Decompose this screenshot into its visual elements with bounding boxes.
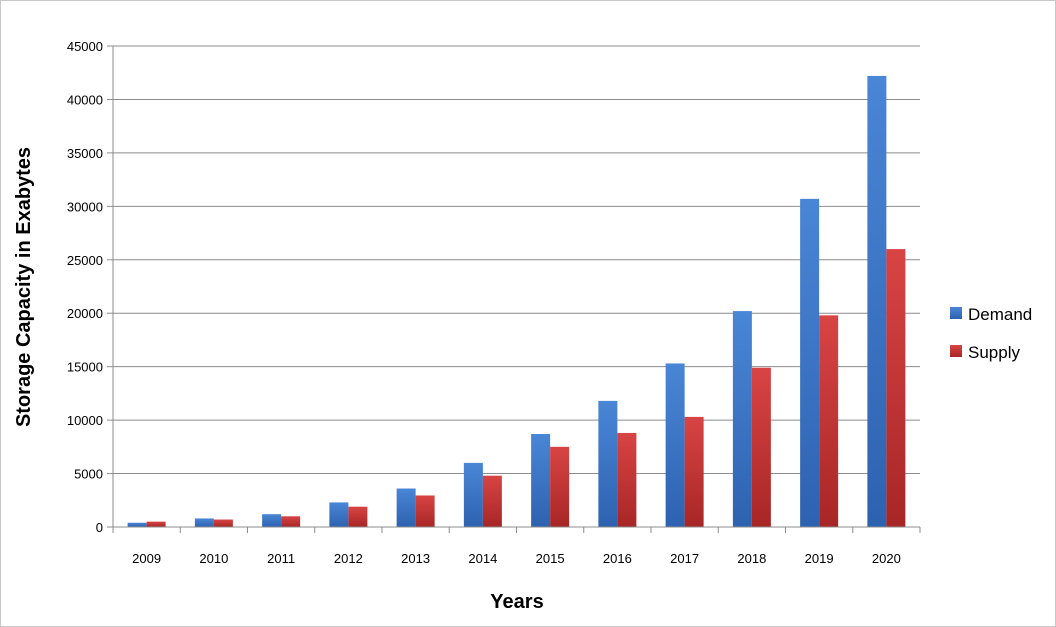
bar-supply-2020 [886,249,906,528]
x-tick-label: 2018 [737,551,766,566]
x-tick-label: 2014 [468,551,497,566]
legend-swatch-supply [950,345,962,357]
y-tick-label: 15000 [67,360,103,375]
legend-label-supply: Supply [968,343,1020,362]
bar-supply-2014 [482,475,502,527]
x-tick-label: 2019 [805,551,834,566]
legend-swatch-demand [950,307,962,319]
y-tick-label: 0 [96,520,103,535]
x-tick-label: 2011 [267,551,295,566]
tick-labels: 0 5000 10000 15000 20000 25000 30000 35000 40000… [67,39,901,566]
bar-supply-2011 [281,516,301,527]
bar-supply-2013 [415,495,435,527]
bar-demand-2013 [396,488,416,527]
y-tick-label: 5000 [74,467,103,482]
bar-supply-2009 [146,521,166,527]
x-tick-label: 2020 [872,551,901,566]
bar-supply-2017 [684,416,704,527]
bar-supply-2016 [617,432,637,527]
legend: Demand Supply [950,305,1032,362]
x-axis-title: Years [490,591,543,613]
axes [107,45,921,533]
bar-demand-2017 [665,363,685,527]
bar-demand-2009 [127,522,147,527]
x-tick-label: 2009 [132,551,161,566]
bar-demand-2014 [463,462,483,527]
bar-demand-2012 [329,502,349,527]
y-tick-label: 30000 [67,199,103,214]
bar-demand-2011 [262,514,282,527]
y-tick-label: 20000 [67,306,103,321]
gridlines [113,45,920,475]
bar-demand-2019 [800,198,820,527]
bar-supply-2010 [213,519,233,527]
y-tick-label: 45000 [67,39,103,54]
x-tick-label: 2015 [536,551,565,566]
y-axis-title: Storage Capacity in Exabytes [13,147,35,427]
x-tick-label: 2017 [670,551,699,566]
legend-label-demand: Demand [968,305,1032,324]
x-tick-label: 2010 [199,551,228,566]
bar-demand-2018 [732,311,752,527]
x-tick-label: 2013 [401,551,430,566]
bars [127,75,906,528]
bar-supply-2015 [550,446,570,527]
bar-supply-2012 [348,506,368,527]
y-tick-label: 35000 [67,146,103,161]
bar-demand-2020 [867,75,887,527]
y-tick-label: 40000 [67,92,103,107]
x-tick-label: 2012 [334,551,363,566]
bar-supply-2018 [751,367,771,527]
bar-demand-2015 [531,434,551,527]
bar-supply-2019 [819,315,839,527]
bar-demand-2010 [194,518,214,527]
y-tick-label: 10000 [67,413,103,428]
y-tick-label: 25000 [67,253,103,268]
x-tick-label: 2016 [603,551,632,566]
bar-demand-2016 [598,400,618,527]
